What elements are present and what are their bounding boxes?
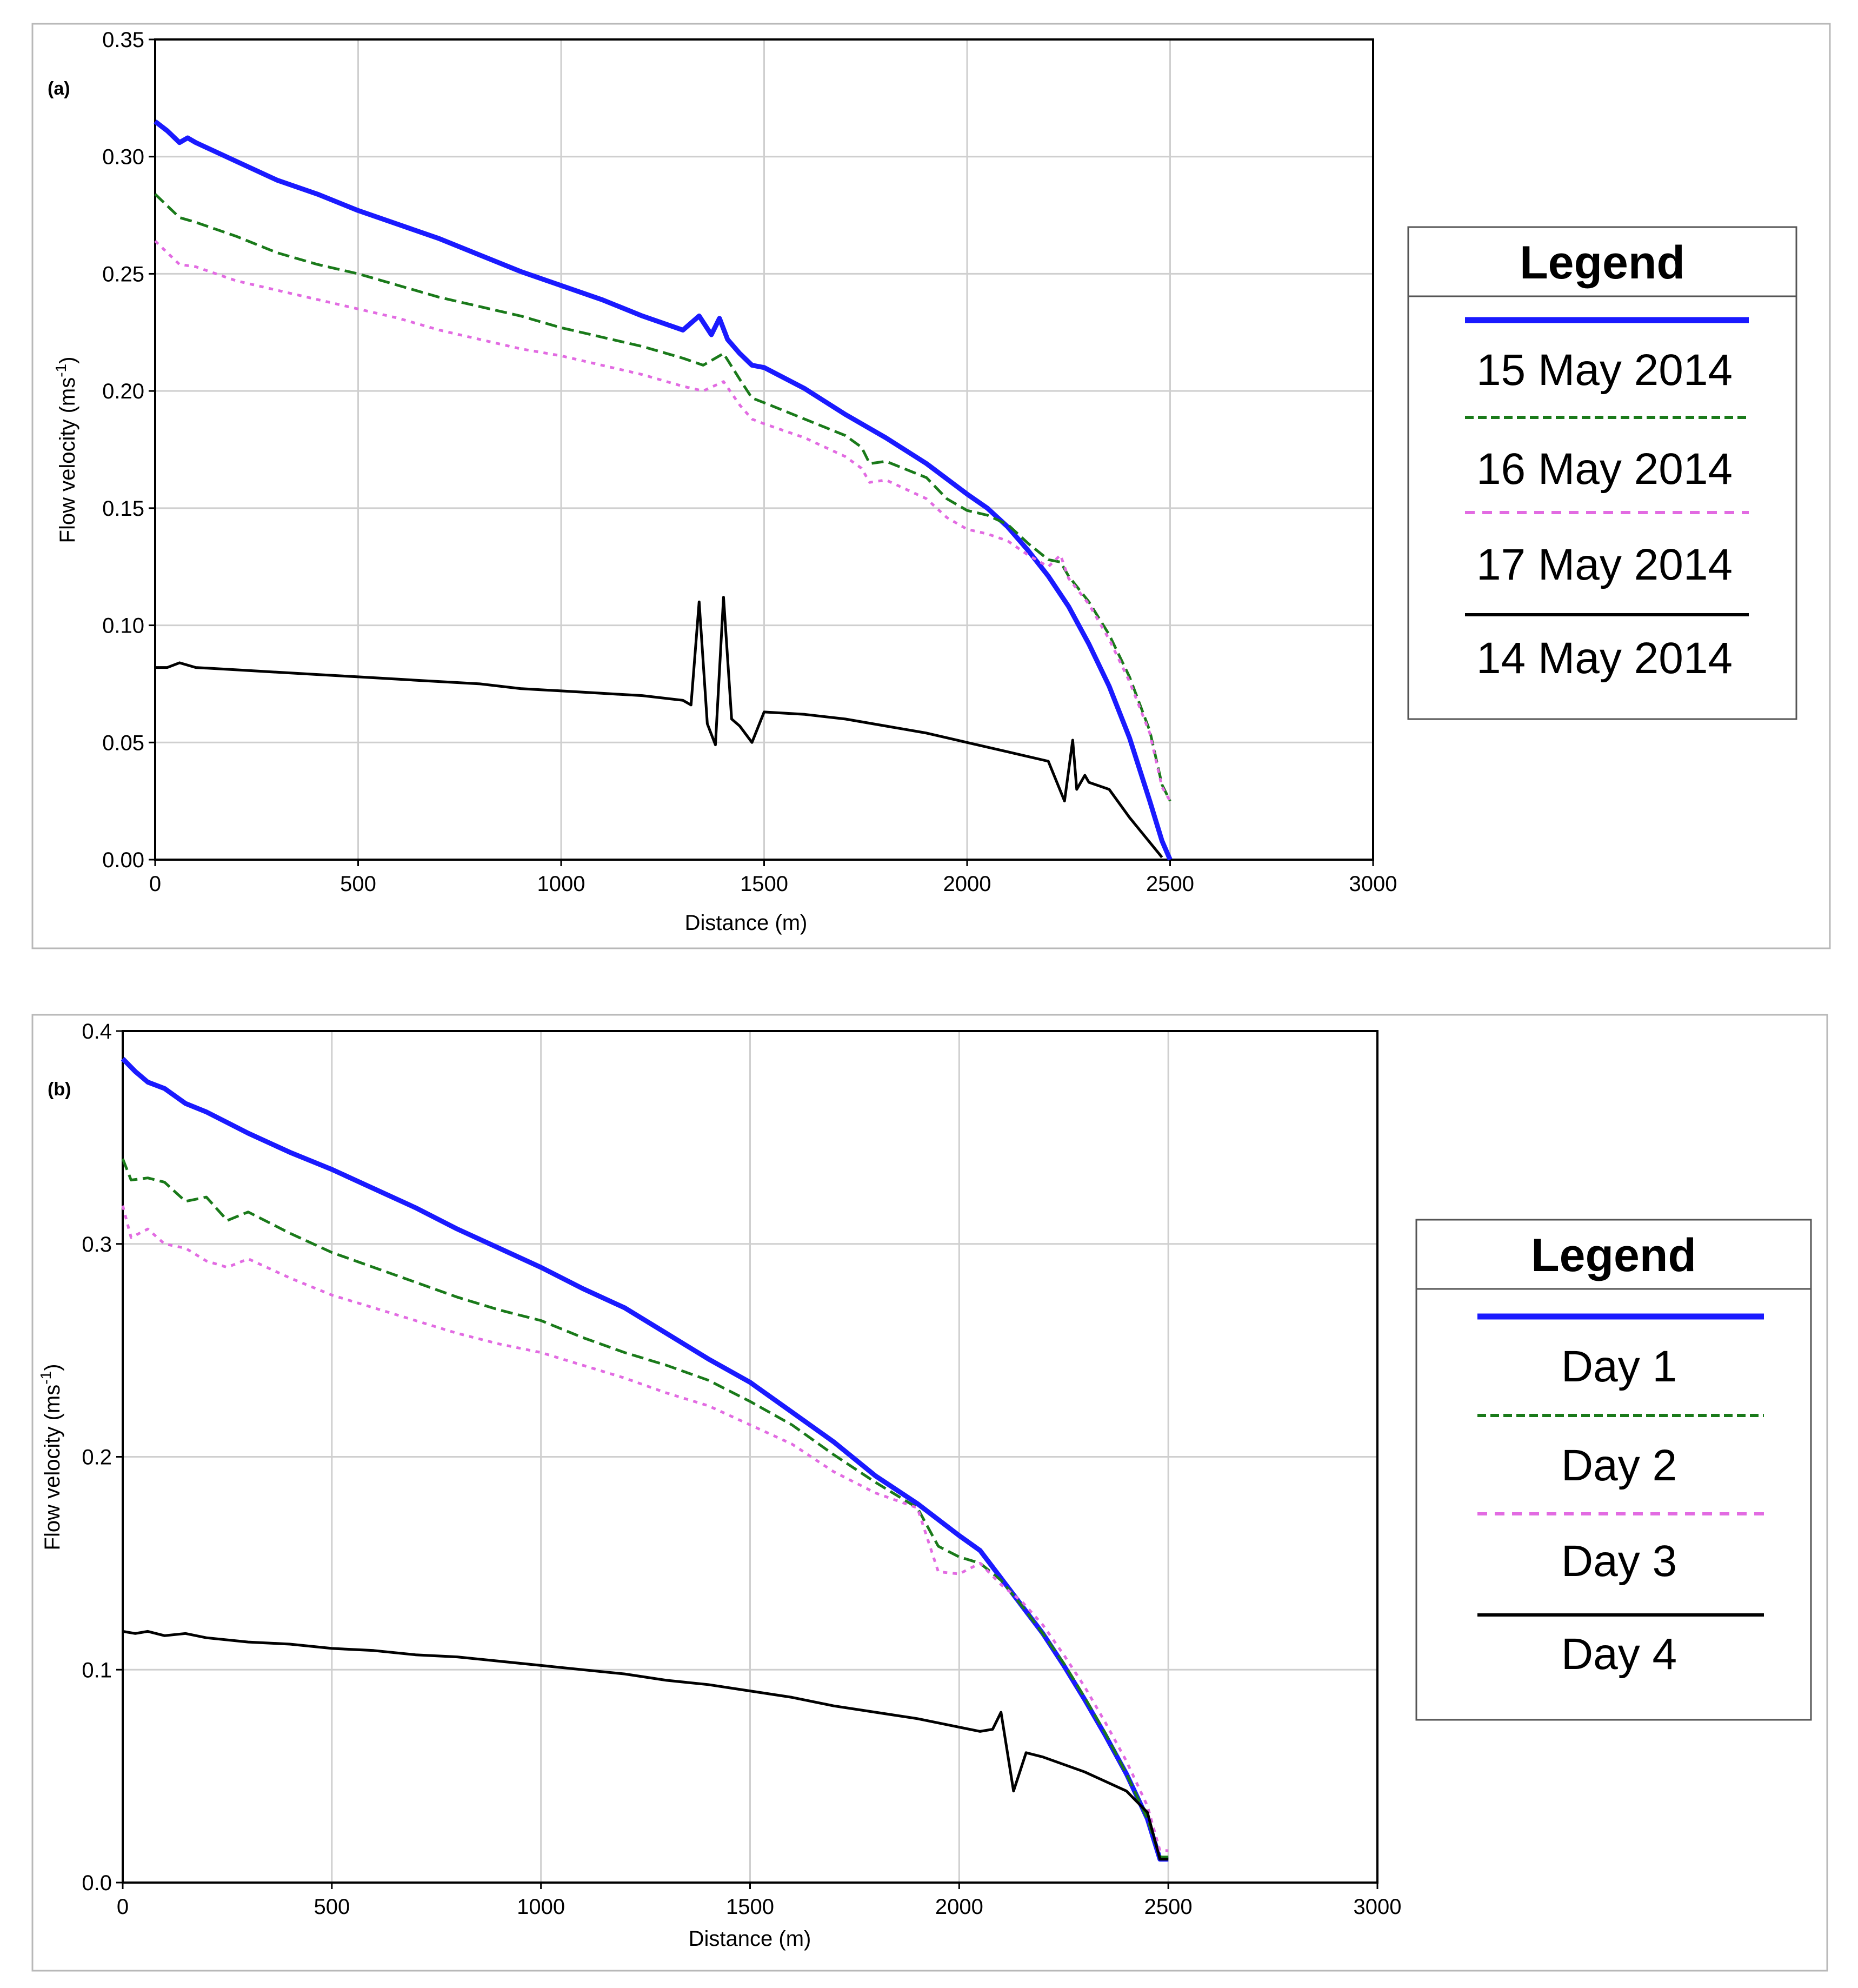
y-axis-label-close: ) bbox=[56, 357, 79, 364]
y-tick-label: 0.2 bbox=[82, 1446, 112, 1470]
legend-title: Legend bbox=[1520, 237, 1685, 289]
panel-frame bbox=[31, 23, 1831, 949]
legend-item-label: 17 May 2014 bbox=[1476, 540, 1733, 589]
y-tick-label: 0.20 bbox=[102, 380, 144, 403]
y-tick-label: 0.4 bbox=[82, 1020, 112, 1043]
x-tick-label: 2000 bbox=[935, 1895, 983, 1919]
x-tick-label: 500 bbox=[314, 1895, 350, 1919]
series-line-17-may-2014 bbox=[154, 240, 1171, 802]
y-axis-label-main: Flow velocity (ms bbox=[56, 377, 79, 543]
y-axis-label: Flow velocity (ms-1) bbox=[52, 357, 79, 543]
x-tick-label: 1000 bbox=[517, 1895, 565, 1919]
x-tick-label: 2000 bbox=[943, 872, 991, 896]
legend-item-label: 14 May 2014 bbox=[1476, 634, 1733, 683]
legend-item-label: Day 1 bbox=[1561, 1342, 1677, 1391]
legend-item-label: Day 4 bbox=[1561, 1630, 1677, 1679]
x-tick-label: 0 bbox=[149, 872, 161, 896]
y-tick-label: 0.3 bbox=[82, 1233, 112, 1256]
y-tick-label: 0.1 bbox=[82, 1658, 112, 1682]
series-line-16-may-2014 bbox=[154, 193, 1171, 802]
y-tick-label: 0.30 bbox=[102, 145, 144, 169]
y-tick-label: 0.10 bbox=[102, 614, 144, 638]
x-tick-label: 1500 bbox=[726, 1895, 774, 1919]
series-line-day-4 bbox=[122, 1630, 1169, 1861]
x-tick-label: 2500 bbox=[1146, 872, 1194, 896]
y-tick-label: 0.25 bbox=[102, 262, 144, 286]
y-axis-label-close: ) bbox=[41, 1364, 64, 1371]
x-axis-label: Distance (m) bbox=[685, 911, 808, 935]
y-tick-label: 0.00 bbox=[102, 848, 144, 872]
panel-label: (a) bbox=[48, 78, 70, 99]
panel-label: (b) bbox=[48, 1079, 71, 1100]
legend-box bbox=[1415, 1219, 1812, 1721]
panel-frame bbox=[31, 1014, 1828, 1972]
x-tick-label: 1500 bbox=[740, 872, 788, 896]
series-line-day-2 bbox=[121, 1158, 1169, 1859]
y-axis-label: Flow velocity (ms-1) bbox=[37, 1364, 64, 1551]
y-tick-label: 0.0 bbox=[82, 1871, 112, 1895]
y-tick-label: 0.35 bbox=[102, 28, 144, 52]
series-line-15-may-2014 bbox=[154, 119, 1173, 861]
y-tick-label: 0.05 bbox=[102, 731, 144, 755]
x-tick-label: 3000 bbox=[1354, 1895, 1402, 1919]
x-tick-label: 3000 bbox=[1349, 872, 1397, 896]
legend-box bbox=[1407, 226, 1797, 720]
x-tick-label: 2500 bbox=[1144, 1895, 1193, 1919]
series-line-14-may-2014 bbox=[155, 596, 1163, 859]
legend-title: Legend bbox=[1531, 1229, 1696, 1281]
legend-item-label: 15 May 2014 bbox=[1476, 345, 1733, 395]
legend: Legend 15 May 2014 16 May 2014 17 May 2014 1… bbox=[1407, 226, 1797, 720]
chart-panel-b: 0 500 1000 1500 2000 2500 3000 0.0 0.1 0.2 0.3 0.4 (… bbox=[31, 1014, 1828, 1972]
y-axis-label-superscript: -1 bbox=[52, 364, 69, 377]
chart-panel-a: 0 500 1000 1500 2000 2500 3000 0.00 0.05 0.10 0.15… bbox=[31, 23, 1831, 949]
x-tick-label: 1000 bbox=[537, 872, 585, 896]
legend-item-label: 16 May 2014 bbox=[1476, 444, 1733, 494]
x-tick-label: 500 bbox=[340, 872, 376, 896]
x-tick-label: 0 bbox=[117, 1895, 129, 1919]
x-axis-label: Distance (m) bbox=[689, 1927, 811, 1951]
y-axis-label-main: Flow velocity (ms bbox=[41, 1385, 64, 1551]
y-tick-label: 0.15 bbox=[102, 497, 144, 521]
y-axis-label-superscript: -1 bbox=[37, 1371, 54, 1385]
legend-item-label: Day 2 bbox=[1561, 1441, 1677, 1490]
legend-item-label: Day 3 bbox=[1561, 1537, 1677, 1586]
legend: Legend Day 1 Day 2 Day 3 Day 4 bbox=[1415, 1219, 1812, 1721]
